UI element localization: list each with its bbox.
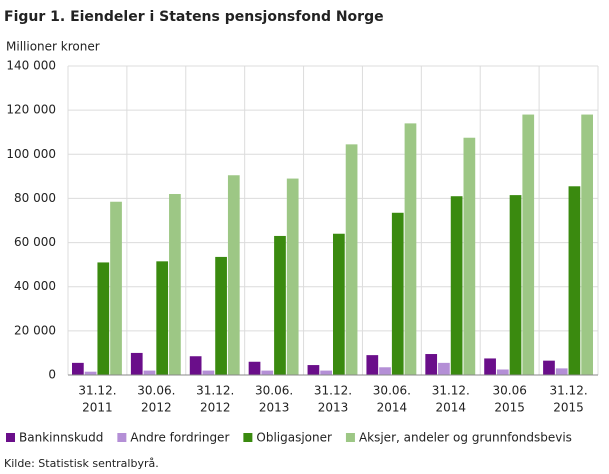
x-tick-label: 2014 (377, 401, 408, 415)
bar (379, 367, 391, 375)
y-tick-label: 20 000 (14, 323, 56, 337)
x-tick-label: 2012 (200, 401, 231, 415)
x-tick-label: 2012 (141, 401, 172, 415)
x-tick-label: 2013 (318, 401, 349, 415)
bar (248, 361, 261, 375)
bar (156, 261, 169, 375)
legend-swatch (6, 433, 15, 442)
chart-title: Figur 1. Eiendeler i Statens pensjonsfon… (4, 9, 384, 25)
x-tick-label: 2011 (82, 401, 113, 415)
bar (345, 144, 358, 375)
bar (484, 358, 496, 375)
x-tick-label: 31.12. (549, 384, 587, 398)
legend-swatch (345, 433, 355, 442)
x-tick-label: 30.06. (255, 384, 293, 398)
bar (286, 178, 299, 375)
y-axis-label: Millioner kroner (6, 40, 100, 54)
x-tick-label: 31.12. (196, 384, 234, 398)
bar (143, 370, 156, 375)
x-tick-label: 2015 (553, 401, 584, 415)
y-tick-label: 100 000 (6, 147, 56, 161)
y-tick-label: 140 000 (6, 59, 56, 73)
x-tick-label: 2013 (259, 401, 290, 415)
x-tick-label: 31.12. (432, 384, 470, 398)
bar (320, 370, 332, 375)
bar (202, 370, 215, 375)
bar (274, 235, 286, 375)
bar (496, 369, 509, 375)
bar (84, 371, 97, 375)
source: Kilde: Statistisk sentralbyrå. (4, 457, 159, 470)
bar (261, 370, 274, 375)
legend-label: Andre fordringer (130, 431, 229, 445)
bar (333, 233, 345, 375)
y-tick-label: 60 000 (14, 235, 56, 249)
y-tick-label: 0 (48, 368, 56, 382)
bar (581, 114, 593, 376)
bar (72, 362, 84, 375)
x-tick-label: 31.12. (78, 384, 116, 398)
legend-label: Bankinnskudd (19, 431, 103, 445)
bar (130, 352, 143, 375)
bar (568, 186, 581, 375)
x-tick-label: 2014 (436, 401, 467, 415)
bar (522, 114, 535, 376)
x-tick-label: 2015 (494, 401, 525, 415)
bar (543, 360, 555, 375)
bar (509, 195, 522, 375)
x-tick-label: 30.06 (492, 384, 526, 398)
bar (438, 362, 450, 375)
x-tick-label: 30.06. (373, 384, 411, 398)
bar (555, 368, 568, 375)
y-tick-label: 120 000 (6, 103, 56, 117)
legend-label: Aksjer, andeler og grunnfondsbevis (359, 431, 572, 445)
bar (169, 194, 181, 375)
y-tick-label: 80 000 (14, 191, 56, 205)
legend-swatch (117, 433, 127, 442)
legend-label: Obligasjoner (256, 431, 332, 445)
bar (450, 196, 463, 375)
bar (227, 175, 240, 375)
bar (366, 355, 379, 375)
legend-swatch (243, 433, 253, 442)
bar (463, 137, 476, 375)
bar (97, 262, 110, 375)
bar (215, 256, 227, 375)
y-tick-label: 40 000 (14, 279, 56, 293)
bar (404, 123, 417, 375)
bar (307, 365, 320, 375)
bar (425, 354, 438, 375)
x-tick-label: 30.06. (137, 384, 175, 398)
bar (391, 212, 404, 375)
bar (189, 356, 202, 375)
x-tick-label: 31.12. (314, 384, 352, 398)
bar (110, 201, 122, 375)
